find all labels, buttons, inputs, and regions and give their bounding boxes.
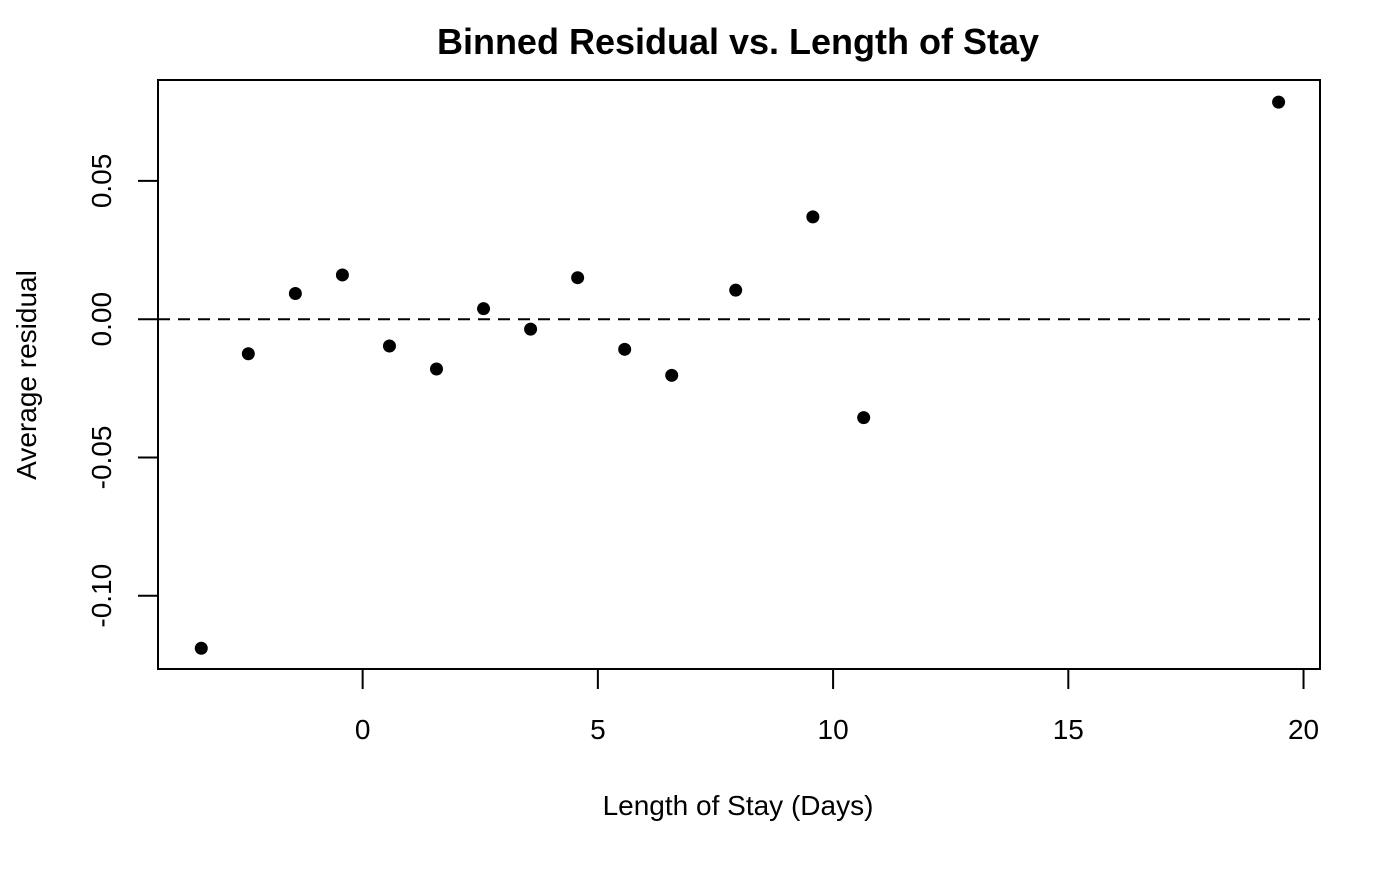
data-point xyxy=(430,362,444,376)
chart-title: Binned Residual vs. Length of Stay xyxy=(437,21,1039,62)
x-tick-label: 20 xyxy=(1288,714,1319,745)
data-point xyxy=(729,283,743,297)
data-point xyxy=(241,347,255,361)
data-point xyxy=(382,339,396,353)
data-point xyxy=(194,641,208,655)
data-point xyxy=(288,286,302,300)
x-axis: 0 5 10 15 20 xyxy=(355,668,1319,745)
y-axis-label: Average residual xyxy=(11,270,42,480)
x-axis-label: Length of Stay (Days) xyxy=(603,790,874,821)
data-point xyxy=(571,271,585,285)
x-tick-label: 15 xyxy=(1053,714,1084,745)
x-tick-label: 0 xyxy=(355,714,371,745)
data-point xyxy=(524,322,538,336)
plot-frame xyxy=(157,79,1321,670)
data-point xyxy=(1272,95,1286,109)
data-point xyxy=(806,210,820,224)
y-tick-label: -0.05 xyxy=(86,426,117,490)
data-point xyxy=(477,302,491,316)
data-points xyxy=(194,95,1286,655)
data-point xyxy=(665,368,679,382)
data-point xyxy=(335,268,349,282)
x-tick-label: 5 xyxy=(590,714,606,745)
y-tick-label: -0.10 xyxy=(86,564,117,628)
data-point xyxy=(857,411,871,425)
y-tick-label: 0.05 xyxy=(86,154,117,209)
y-tick-label: 0.00 xyxy=(86,292,117,347)
x-tick-label: 10 xyxy=(818,714,849,745)
data-point xyxy=(618,342,632,356)
y-axis: -0.10 -0.05 0.00 0.05 xyxy=(86,154,159,628)
